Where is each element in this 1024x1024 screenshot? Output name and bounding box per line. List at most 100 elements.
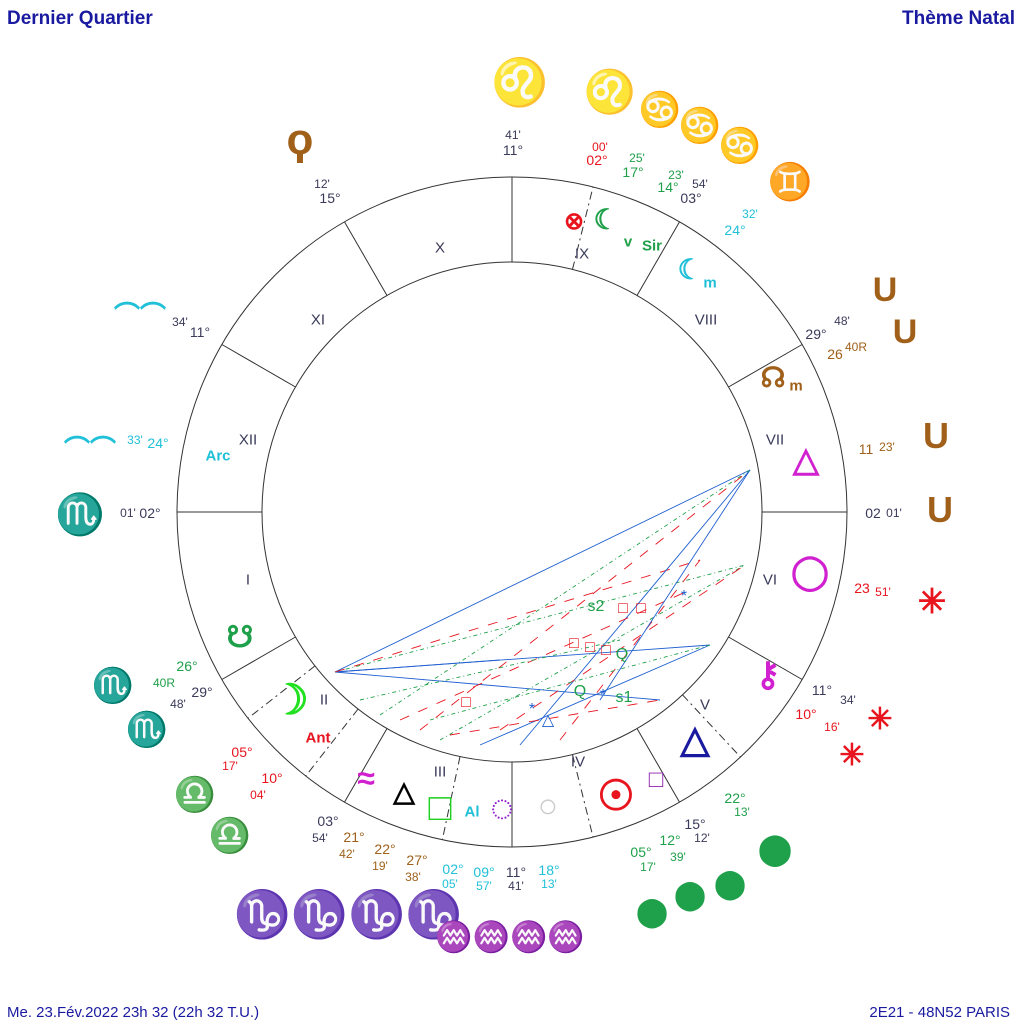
star-label: m: [789, 377, 803, 395]
aspect-line: [334, 559, 701, 673]
dotted-circle-icon: ◌: [490, 786, 514, 830]
house-number: II: [319, 691, 329, 709]
minute-label: 51': [875, 585, 891, 599]
minute-label: 39': [670, 850, 686, 864]
house-number: V: [699, 696, 711, 714]
taurus-cup-icon: U: [872, 271, 898, 309]
minute-label: 13': [734, 805, 750, 819]
taurus-cup-icon: U: [927, 489, 953, 530]
degree-label: 21°: [343, 829, 365, 845]
chiron-icon: ⚷: [755, 656, 781, 694]
aspect-line: [379, 469, 751, 716]
scorpio-icon: ♏: [125, 711, 169, 749]
house-cusp-line: [728, 344, 803, 388]
triangle-wave-icon: △: [680, 719, 710, 761]
house-number: I: [245, 571, 251, 589]
minute-label: 57': [476, 879, 492, 893]
virgo-icon: ϙ: [286, 115, 314, 164]
aspect-label: □: [461, 694, 471, 711]
leo-icon: ♌: [583, 68, 637, 115]
house-cusp-line: [636, 728, 680, 803]
aspect-line: [429, 644, 711, 721]
gemini-icon: ♊: [767, 161, 813, 202]
minute-label: 16': [824, 720, 840, 734]
minute-label: 25': [629, 151, 645, 165]
degree-label: 23: [854, 580, 870, 596]
cancer-icon: ♋: [718, 127, 762, 165]
minute-label: 23': [879, 440, 895, 454]
minute-label: 38': [405, 870, 421, 884]
minute-label: 41': [505, 128, 521, 142]
degree-label: 22°: [374, 841, 396, 857]
intercept-cusp-line: [571, 754, 594, 838]
moon-crescent-icon: ☽: [271, 676, 309, 723]
capricorn-icon: ♑♑♑♑: [233, 888, 463, 940]
degree-label: 09°: [473, 864, 495, 880]
drop-icon: ⬤: [758, 833, 792, 866]
square-icon: □: [428, 787, 452, 829]
minute-label: 34': [840, 693, 856, 707]
minute-label: 40R: [844, 340, 868, 354]
aspect-line: [334, 469, 751, 673]
minute-label: 12': [314, 177, 330, 191]
minute-label: 23': [668, 168, 684, 182]
house-cusp-line: [221, 636, 296, 680]
aspect-line: [399, 589, 691, 721]
aspect-line: [519, 469, 751, 746]
degree-label: 11°: [811, 682, 833, 698]
south-node-icon: ☋: [226, 621, 254, 654]
degree-label: 24°: [724, 222, 746, 238]
star-label: Sir: [641, 237, 663, 255]
aspect-label: □: [636, 600, 646, 617]
birth-datetime: Me. 23.Fév.2022 23h 32 (22h 32 T.U.): [7, 1004, 260, 1021]
degree-label: 02: [865, 505, 881, 521]
minute-label: 19': [372, 859, 388, 873]
degree-label: 02°: [442, 861, 464, 877]
degree-label: 14°: [657, 179, 679, 195]
aspect-line: [334, 659, 501, 673]
degree-label: 02°: [586, 152, 608, 168]
minute-label: 17': [222, 759, 238, 773]
aspect-line: [599, 469, 751, 701]
triangle-circle-icon: △: [393, 776, 415, 807]
aspect-label: *: [528, 701, 536, 718]
degree-label: 26: [827, 346, 843, 362]
cancer-icon: ♋: [678, 107, 722, 145]
aspect-label: □: [618, 600, 628, 617]
minute-label: 01': [120, 506, 136, 520]
aspect-line: [334, 671, 661, 701]
birth-location: 2E21 - 48N52 PARIS: [869, 1004, 1010, 1021]
minute-label: 01': [886, 506, 902, 520]
drop-icon: ⬤: [636, 896, 668, 927]
leo-icon: ♌: [491, 56, 549, 108]
aspect-line: [359, 639, 621, 701]
house-number: VI: [762, 571, 778, 589]
degree-label: 22°: [724, 790, 746, 806]
taurus-cup-icon: U: [923, 415, 949, 456]
house-cusp-line: [344, 221, 388, 296]
cancer-icon: ♋: [638, 91, 682, 129]
house-number: VIII: [694, 311, 718, 329]
degree-label: 10°: [795, 706, 817, 722]
drop-icon: ⬤: [674, 879, 706, 910]
aspect-line: [449, 699, 661, 736]
minute-label: 54': [692, 177, 708, 191]
minute-label: 00': [592, 140, 608, 154]
degree-label: 11°: [189, 324, 211, 340]
aspect-label: △: [541, 712, 555, 729]
moon-icon: ☾: [677, 254, 703, 285]
spark-icon: ✳: [839, 739, 865, 772]
star-label: Arc: [205, 447, 231, 465]
minute-label: 48': [170, 697, 186, 711]
house-cusp-line: [728, 636, 803, 680]
aquarius-icon: ♒♒♒♒: [435, 921, 585, 954]
degree-label: 15°: [684, 816, 706, 832]
house-number: III: [433, 763, 447, 781]
house-cusp-line: [221, 344, 296, 388]
aspect-label: Q: [615, 646, 629, 663]
minute-label: 12': [694, 831, 710, 845]
aspect-label: Q: [573, 683, 587, 700]
degree-label: 02°: [139, 505, 161, 521]
minute-label: 42': [339, 847, 355, 861]
